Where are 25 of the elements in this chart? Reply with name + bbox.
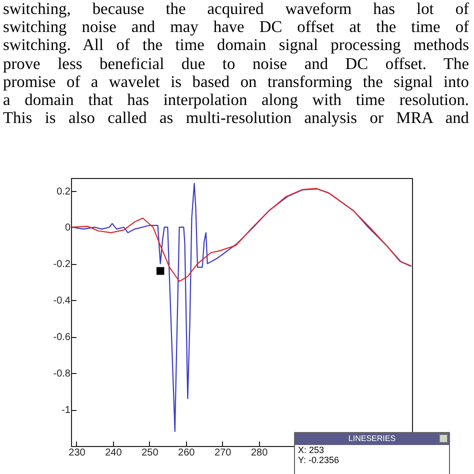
y-tick-label: -0.4: [53, 296, 71, 307]
x-tick-label: 240: [105, 448, 122, 458]
tooltip-box: LINESERIES X: 253 Y: -0.2356: [294, 432, 450, 474]
text: a domain that has interpolation along with time resolution.: [3, 90, 469, 110]
text: prove less beneficial due to noise and DC offset. The: [3, 54, 469, 73]
y-tick-label: 0.2: [56, 186, 71, 198]
y-tick-label: -0.8: [53, 368, 71, 380]
annotation: X: 253: [297, 445, 326, 455]
line-series: [72, 188, 412, 282]
x-tick-label: 270: [214, 448, 232, 458]
x-tick-label: 230: [68, 448, 86, 458]
y-tick-label: -1: [62, 405, 71, 416]
y-tick-label: 0: [64, 222, 71, 234]
text: switching, because the acquired waveform has lot of: [3, 0, 469, 18]
x-tick-label: 280: [250, 448, 268, 458]
annotation: LINESERIES: [348, 434, 396, 443]
text: switching noise and may have DC offset at the time of: [3, 17, 469, 36]
text: This is also called as multi-resolution analysis or MRA and: [3, 108, 469, 128]
x-tick-label: 250: [142, 448, 159, 458]
line-series: [72, 182, 412, 432]
text: promise of a wavelet is based on transforming the signal into: [3, 72, 469, 92]
x-tick-label: 260: [178, 448, 196, 458]
y-tick-label: -0.2: [53, 259, 71, 270]
text: switching. All of the time domain signal processing methods: [3, 35, 469, 55]
y-tick-label: -0.6: [53, 332, 71, 344]
